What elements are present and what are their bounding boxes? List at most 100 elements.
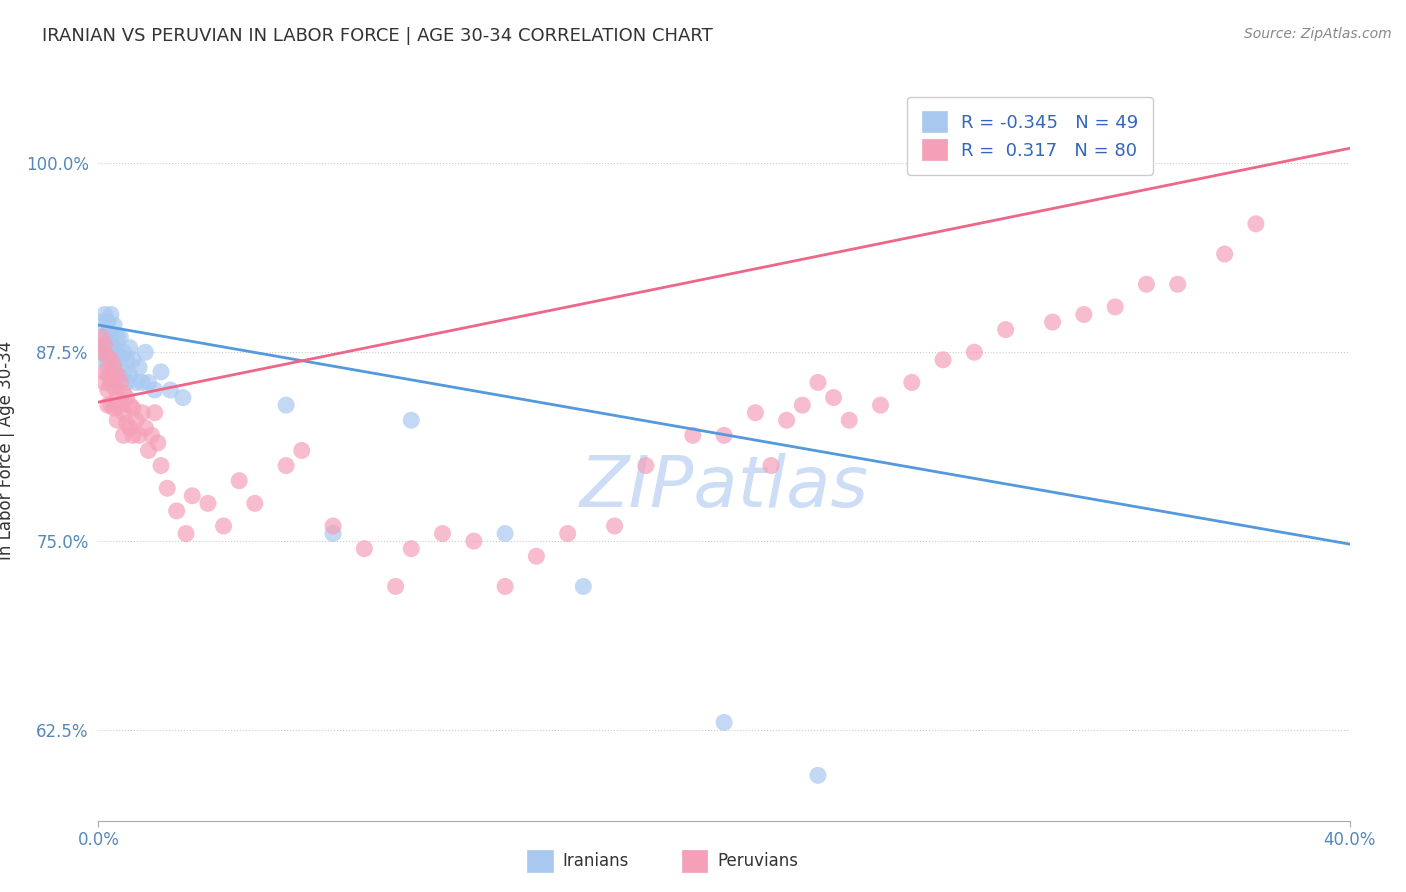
Point [105, 368, 128, 382]
Point [105, 413, 128, 427]
Point [197, 496, 219, 510]
Point [603, 519, 626, 533]
Point [97, 326, 120, 340]
Point [181, 489, 204, 503]
Point [494, 526, 516, 541]
Point [401, 541, 423, 556]
Point [97, 352, 120, 367]
Point [100, 345, 122, 359]
Point [112, 406, 135, 420]
Point [156, 481, 179, 495]
Point [121, 428, 143, 442]
Bar [527, 849, 553, 872]
Point [572, 579, 595, 593]
Point [93, 337, 115, 351]
Point [93, 376, 115, 390]
Point [118, 421, 141, 435]
Point [138, 376, 160, 390]
Point [432, 526, 454, 541]
Point [118, 398, 141, 412]
Point [115, 391, 138, 405]
Point [1244, 217, 1267, 231]
Point [869, 398, 891, 412]
Point [128, 360, 150, 375]
Point [110, 371, 132, 385]
Point [963, 345, 986, 359]
Point [141, 428, 163, 442]
Point [143, 383, 166, 397]
Point [744, 406, 766, 420]
Point [463, 534, 485, 549]
Point [93, 365, 115, 379]
Point [807, 376, 830, 390]
Point [759, 458, 782, 473]
Point [274, 398, 298, 412]
Point [994, 322, 1017, 336]
Point [776, 413, 799, 427]
Point [100, 341, 122, 355]
Point [713, 428, 735, 442]
Point [90, 330, 112, 344]
Point [932, 352, 955, 367]
Point [172, 391, 194, 405]
Point [110, 350, 132, 364]
Point [146, 436, 169, 450]
Point [100, 368, 122, 382]
Point [100, 308, 122, 322]
Point [243, 496, 266, 510]
Point [291, 443, 314, 458]
Point [105, 368, 128, 382]
Point [274, 458, 298, 473]
Point [103, 318, 125, 332]
Point [634, 458, 657, 473]
Point [150, 458, 173, 473]
Point [110, 330, 132, 344]
Point [105, 330, 128, 344]
Point [118, 368, 141, 382]
Point [159, 383, 181, 397]
Point [138, 443, 160, 458]
Point [97, 383, 120, 397]
Point [103, 376, 125, 390]
Point [682, 428, 704, 442]
Point [112, 365, 135, 379]
Point [526, 549, 548, 564]
Point [97, 368, 120, 382]
Point [97, 315, 120, 329]
Point [100, 352, 122, 367]
Point [90, 315, 112, 329]
Point [713, 715, 735, 730]
Text: ZIPatlas: ZIPatlas [579, 453, 869, 522]
Point [103, 360, 125, 375]
Legend: R = -0.345   N = 49, R =  0.317   N = 80: R = -0.345 N = 49, R = 0.317 N = 80 [907, 96, 1153, 175]
Point [103, 360, 125, 375]
Point [97, 341, 120, 355]
Point [93, 330, 115, 344]
Point [121, 401, 143, 416]
Point [110, 398, 132, 412]
Point [100, 330, 122, 344]
Text: Peruvians: Peruvians [717, 852, 799, 870]
Point [823, 391, 845, 405]
Point [103, 380, 125, 394]
Point [1135, 277, 1157, 292]
Point [143, 406, 166, 420]
Point [93, 308, 115, 322]
Text: Iranians: Iranians [562, 852, 628, 870]
Point [103, 341, 125, 355]
Point [1167, 277, 1189, 292]
Point [166, 504, 188, 518]
Point [557, 526, 579, 541]
Point [93, 345, 115, 359]
Point [115, 417, 138, 431]
Point [115, 352, 138, 367]
Point [121, 352, 143, 367]
Point [322, 526, 344, 541]
Point [1213, 247, 1236, 261]
Point [100, 398, 122, 412]
Text: IRANIAN VS PERUVIAN IN LABOR FORCE | AGE 30-34 CORRELATION CHART: IRANIAN VS PERUVIAN IN LABOR FORCE | AGE… [42, 27, 713, 45]
Point [128, 428, 150, 442]
Point [97, 350, 120, 364]
Point [792, 398, 814, 412]
Point [228, 474, 250, 488]
